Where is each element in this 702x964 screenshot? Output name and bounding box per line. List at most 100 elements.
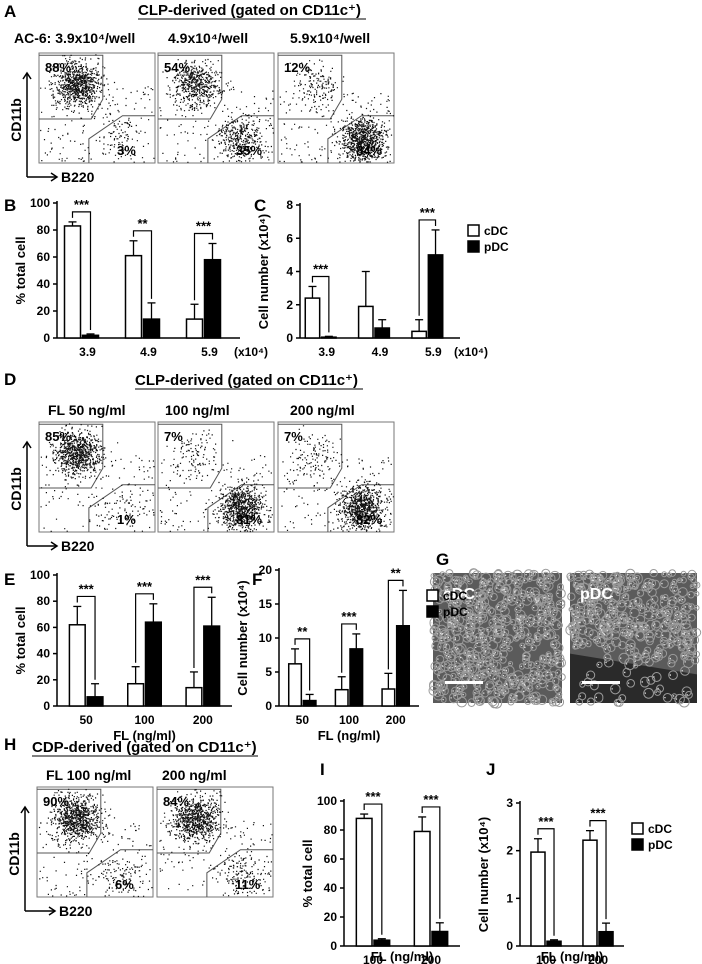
y-tick-label: 8: [286, 198, 293, 212]
cdc-percent: 88%: [45, 60, 71, 75]
event-dots: [281, 425, 394, 532]
significance-stars: ***: [195, 572, 211, 587]
panel-label-J: J: [486, 760, 495, 779]
event-dots: [279, 59, 395, 163]
pdc-bar: [203, 625, 221, 707]
cdc-bar: [185, 686, 203, 707]
pdc-bar: [546, 940, 562, 947]
y-tick-label: 6: [286, 231, 293, 245]
significance-stars: ***: [137, 579, 153, 594]
x-tick-label: 200: [421, 953, 441, 964]
micrograph: [428, 568, 567, 709]
x-axis-label: FL (ng/ml): [113, 728, 176, 743]
x-axis-label: B220: [59, 903, 93, 919]
y-arrow-head: [22, 71, 32, 80]
legend-cdc-label: cDC: [443, 589, 467, 603]
flow-plot: [157, 421, 275, 533]
legend-cdc-swatch: [631, 822, 644, 835]
y-tick-label: 80: [37, 223, 51, 237]
flow-plot: [277, 52, 395, 164]
y-tick-label: 0: [330, 939, 337, 953]
x-unit-label: (x10⁴): [454, 345, 488, 359]
x-tick-label: 100: [339, 713, 359, 727]
flow-plot: [36, 786, 154, 898]
significance-bracket: [132, 230, 153, 299]
x-arrow-head: [48, 906, 57, 916]
condition-label: 5.9x10⁴/well: [290, 30, 370, 46]
bar-chart-F: [275, 568, 439, 707]
x-tick-label: 5.9: [425, 345, 442, 359]
pdc-percent: 6%: [115, 877, 134, 892]
micrograph-label: pDC: [580, 586, 613, 603]
x-axis-label: B220: [61, 169, 95, 185]
legend-cdc-swatch: [467, 224, 480, 237]
pdc-bar: [349, 648, 364, 707]
y-tick-label: 40: [324, 881, 338, 895]
x-tick-label: 200: [588, 953, 608, 964]
significance-stars: ***: [365, 789, 381, 804]
y-tick-label: 3: [506, 796, 513, 810]
significance-bracket: [294, 638, 311, 691]
pdc-percent: 82%: [356, 512, 382, 527]
significance-stars: ***: [74, 197, 90, 212]
y-tick-label: 15: [259, 597, 273, 611]
y-axis-label: % total cell: [13, 237, 28, 305]
y-tick-label: 0: [43, 331, 50, 345]
flow-plot: [157, 52, 275, 164]
event-dots: [159, 429, 273, 533]
significance-stars: ***: [538, 814, 554, 829]
significance-bracket: [418, 219, 437, 316]
cdc-bar: [582, 839, 598, 947]
y-axis-label: % total cell: [300, 840, 315, 908]
pdc-gate: [327, 484, 394, 532]
pdc-gate: [327, 115, 394, 163]
y-tick-label: 20: [37, 673, 51, 687]
x-tick-label: 100: [536, 953, 556, 964]
y-axis-label: Cell number (x10⁴): [256, 214, 271, 330]
cdc-gate: [278, 423, 343, 489]
y-tick-label: 100: [30, 196, 50, 210]
significance-stars: ***: [341, 609, 357, 624]
y-tick-label: 100: [317, 794, 337, 808]
condition-label: 4.9x10⁴/well: [168, 30, 248, 46]
x-tick-label: 3.9: [79, 345, 96, 359]
x-tick-label: 5.9: [201, 345, 218, 359]
x-tick-label: 3.9: [318, 345, 335, 359]
significance-stars: ***: [196, 219, 212, 234]
legend-cdc-label: cDC: [484, 224, 508, 238]
panel-title: CLP-derived (gated on CD11c⁺): [138, 2, 361, 19]
x-unit-label: (x10⁴): [234, 345, 268, 359]
significance-stars: **: [391, 565, 402, 580]
y-tick-label: 80: [324, 823, 338, 837]
y-tick-label: 0: [506, 939, 513, 953]
significance-stars: **: [297, 624, 308, 639]
panel-label-E: E: [4, 570, 15, 589]
pdc-gate: [88, 484, 155, 532]
x-tick-label: 50: [296, 713, 310, 727]
pdc-bar: [86, 696, 104, 707]
condition-label: 200 ng/ml: [290, 402, 355, 418]
cdc-bar: [304, 297, 321, 339]
panel-label-C: C: [254, 196, 266, 215]
panel-title: CLP-derived (gated on CD11c⁺): [135, 372, 358, 389]
y-tick-label: 100: [30, 568, 50, 582]
significance-stars: ***: [313, 261, 329, 276]
significance-stars: **: [137, 216, 148, 231]
cdc-gate: [157, 788, 222, 854]
significance-bracket: [363, 803, 383, 935]
pdc-gate: [88, 115, 155, 163]
y-tick-label: 2: [506, 844, 513, 858]
x-tick-label: 100: [363, 953, 383, 964]
panel-label-H: H: [4, 735, 16, 754]
y-axis-label: CD11b: [8, 467, 24, 511]
bar-chart-B: [53, 201, 240, 339]
y-tick-label: 80: [37, 594, 51, 608]
significance-bracket: [387, 579, 404, 670]
x-arrow-head: [50, 541, 59, 551]
significance-stars: ***: [590, 806, 606, 821]
y-arrow-head: [22, 440, 32, 449]
flow-plot: [156, 786, 274, 898]
panel-label-F: F: [252, 570, 262, 589]
cdc-percent: 85%: [45, 429, 71, 444]
pdc-gate: [207, 115, 274, 163]
